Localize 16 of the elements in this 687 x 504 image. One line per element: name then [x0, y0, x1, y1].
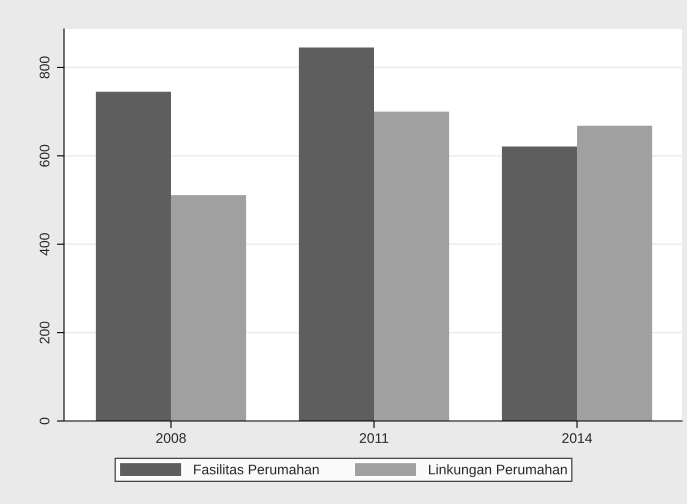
- y-tick-label: 600: [40, 144, 50, 167]
- bar: [374, 112, 450, 421]
- y-tick-label: 800: [40, 56, 50, 78]
- x-tick-label: 2008: [156, 433, 186, 444]
- x-tick-label: 2011: [360, 433, 388, 444]
- x-tick-label: 2014: [562, 433, 592, 444]
- y-tick-label: 0: [40, 418, 50, 424]
- bar: [96, 92, 171, 421]
- y-tick-label: 200: [40, 322, 50, 344]
- bar: [170, 195, 246, 421]
- y-tick-label: 400: [40, 233, 50, 256]
- bar: [577, 126, 652, 421]
- bar: [298, 48, 374, 421]
- legend-label: Linkungan Perumahan: [429, 464, 567, 478]
- bar: [502, 146, 578, 421]
- legend-label: Fasilitas Perumahan: [194, 464, 319, 474]
